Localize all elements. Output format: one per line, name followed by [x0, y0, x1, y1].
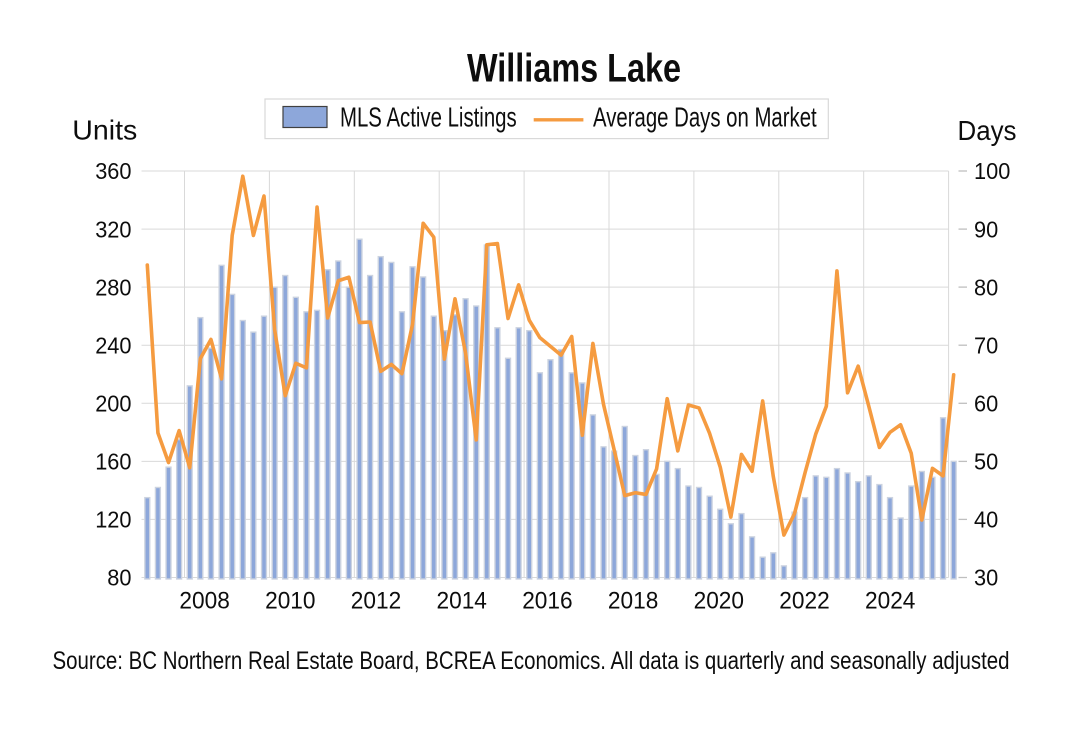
svg-text:50: 50 [974, 449, 998, 475]
svg-text:Days: Days [958, 115, 1017, 146]
svg-text:Average Days on Market: Average Days on Market [593, 102, 817, 133]
svg-text:200: 200 [95, 391, 131, 417]
svg-text:60: 60 [974, 391, 998, 417]
svg-text:2024: 2024 [865, 588, 915, 615]
svg-text:280: 280 [95, 274, 131, 300]
svg-text:120: 120 [95, 507, 131, 533]
svg-text:160: 160 [95, 449, 131, 475]
svg-text:320: 320 [95, 216, 131, 242]
svg-text:2022: 2022 [779, 588, 829, 615]
svg-text:2014: 2014 [437, 588, 487, 615]
svg-text:MLS Active Listings: MLS Active Listings [340, 102, 517, 133]
svg-text:30: 30 [974, 565, 998, 591]
svg-text:80: 80 [974, 274, 998, 300]
svg-text:Source: BC Northern Real Estat: Source: BC Northern Real Estate Board, B… [53, 647, 1010, 675]
svg-text:2016: 2016 [522, 588, 572, 615]
svg-text:Williams Lake: Williams Lake [467, 47, 681, 91]
svg-text:90: 90 [974, 216, 998, 242]
svg-text:2008: 2008 [179, 588, 229, 615]
svg-text:2018: 2018 [608, 588, 658, 615]
svg-text:2020: 2020 [694, 588, 744, 615]
svg-text:70: 70 [974, 332, 998, 358]
svg-text:240: 240 [95, 332, 131, 358]
svg-text:360: 360 [95, 158, 131, 184]
svg-text:2010: 2010 [265, 588, 315, 615]
svg-text:80: 80 [107, 565, 131, 591]
svg-text:Units: Units [72, 115, 137, 146]
svg-text:40: 40 [974, 507, 998, 533]
svg-text:100: 100 [974, 158, 1010, 184]
svg-text:2012: 2012 [351, 588, 401, 615]
